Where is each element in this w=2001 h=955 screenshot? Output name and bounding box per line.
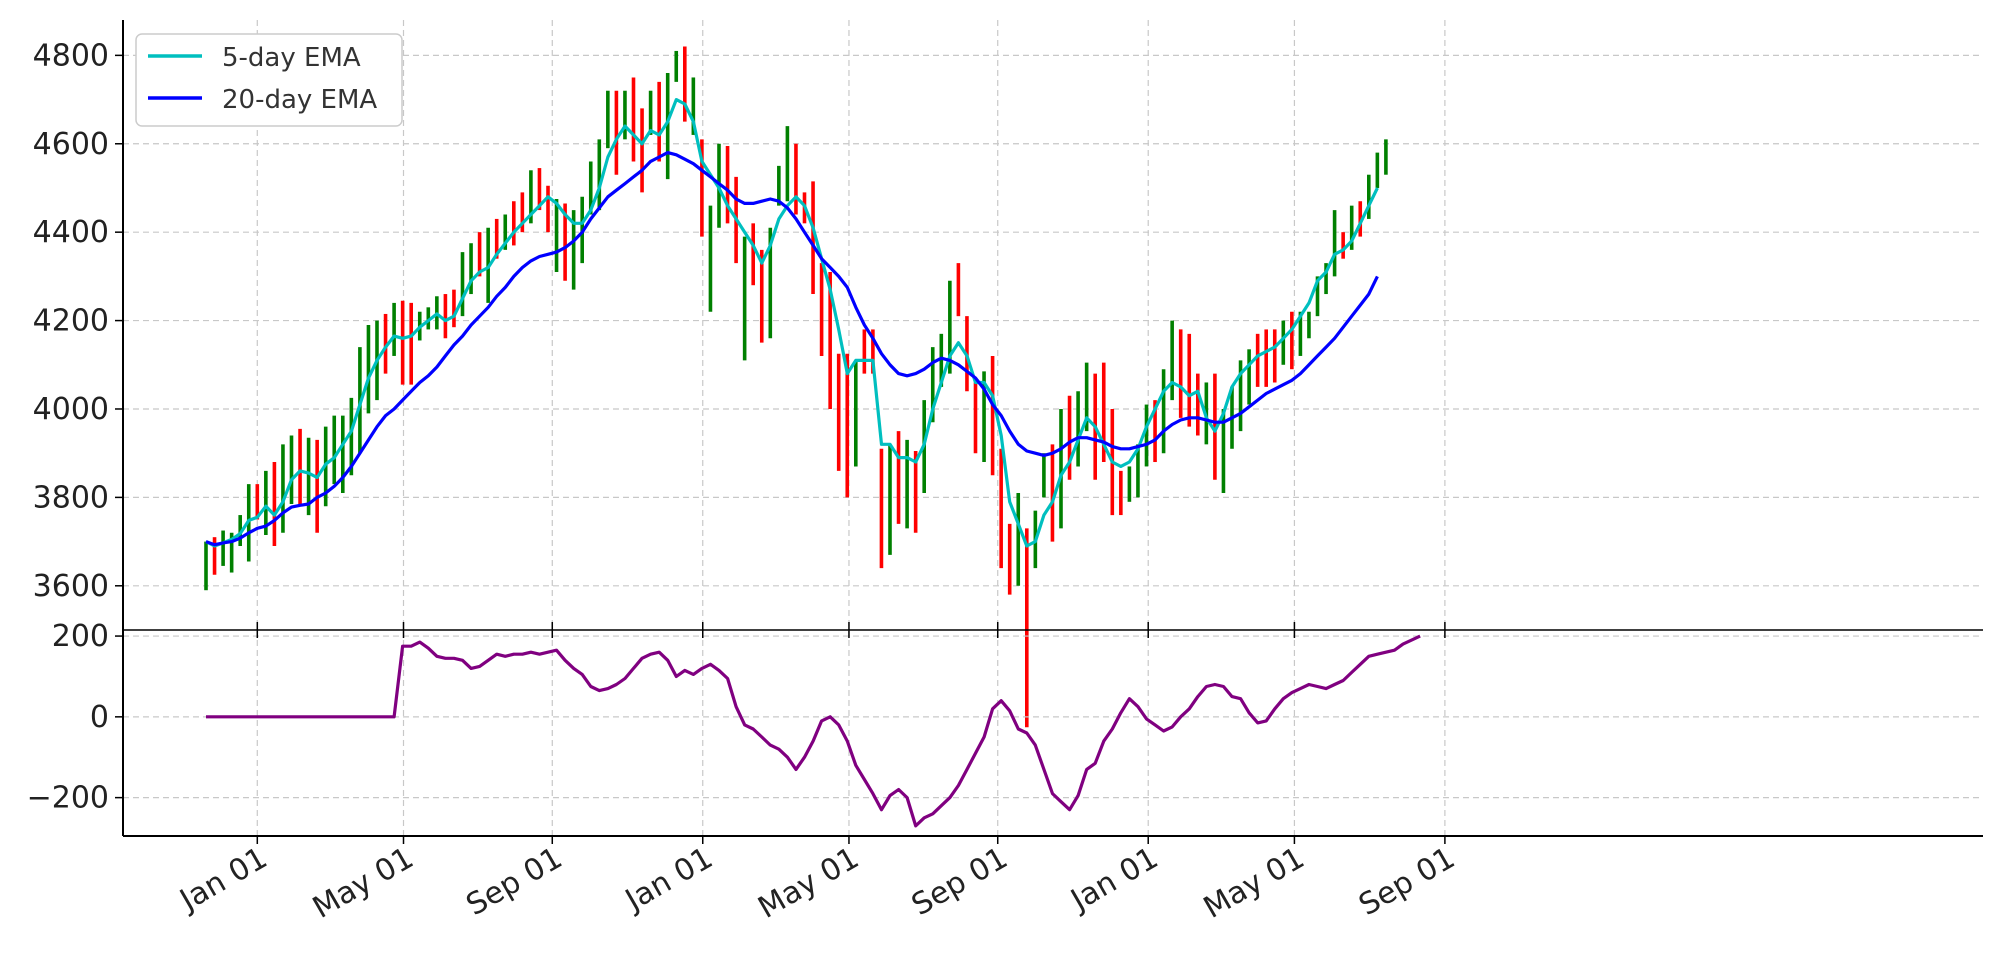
- oscillator-line: [206, 634, 1421, 828]
- ohlc-bars: [204, 46, 1388, 728]
- x-tick-label-7: May 01: [1198, 841, 1311, 926]
- osc-grid: [123, 630, 1983, 836]
- osc-y-tick-label-0: 200: [52, 619, 109, 654]
- x-tick-label-5: Sep 01: [906, 841, 1014, 923]
- x-tick-label-0: Jan 01: [173, 841, 274, 919]
- main-axes: [122, 20, 1983, 631]
- x-tick-label-2: Sep 01: [460, 841, 568, 923]
- x-tick-label-8: Sep 01: [1353, 841, 1461, 923]
- ema-20day-line: [205, 151, 1379, 547]
- main-y-tick-label-4400: 4400: [33, 215, 109, 250]
- osc-y-tick-labels: 200 0 −200: [27, 619, 123, 816]
- x-tick-label-6: Jan 01: [1064, 841, 1165, 919]
- legend-label-20day: 20-day EMA: [222, 85, 377, 115]
- oscillator-series-line: [206, 634, 1421, 828]
- x-tick-label-1: May 01: [307, 841, 420, 926]
- x-tick-label-4: May 01: [752, 841, 865, 926]
- x-tick-labels: Jan 01 May 01 Sep 01 Jan 01 May 01 Sep 01 Jan …: [173, 841, 1461, 926]
- ema-5day-line: [205, 97, 1379, 548]
- ema-lines: [205, 97, 1379, 548]
- main-y-tick-label-4200: 4200: [33, 304, 109, 339]
- main-y-tick-label-4600: 4600: [33, 127, 109, 162]
- main-y-tick-label-3800: 3800: [33, 480, 109, 515]
- legend: 5-day EMA 20-day EMA: [135, 33, 403, 127]
- x-tick-label-3: Jan 01: [618, 841, 719, 919]
- osc-y-tick-label-1: 0: [90, 700, 109, 735]
- osc-y-tick-label-2: −200: [27, 781, 109, 816]
- osc-axes: [122, 630, 1983, 844]
- main-y-tick-label-3600: 3600: [33, 569, 109, 604]
- main-y-tick-label-4800: 4800: [33, 38, 109, 73]
- main-y-tick-labels: 3600 3800 4000 4200 4400 4600 4800: [33, 38, 123, 604]
- legend-label-5day: 5-day EMA: [222, 43, 361, 73]
- legend-box: [135, 33, 403, 127]
- main-y-tick-label-4000: 4000: [33, 392, 109, 427]
